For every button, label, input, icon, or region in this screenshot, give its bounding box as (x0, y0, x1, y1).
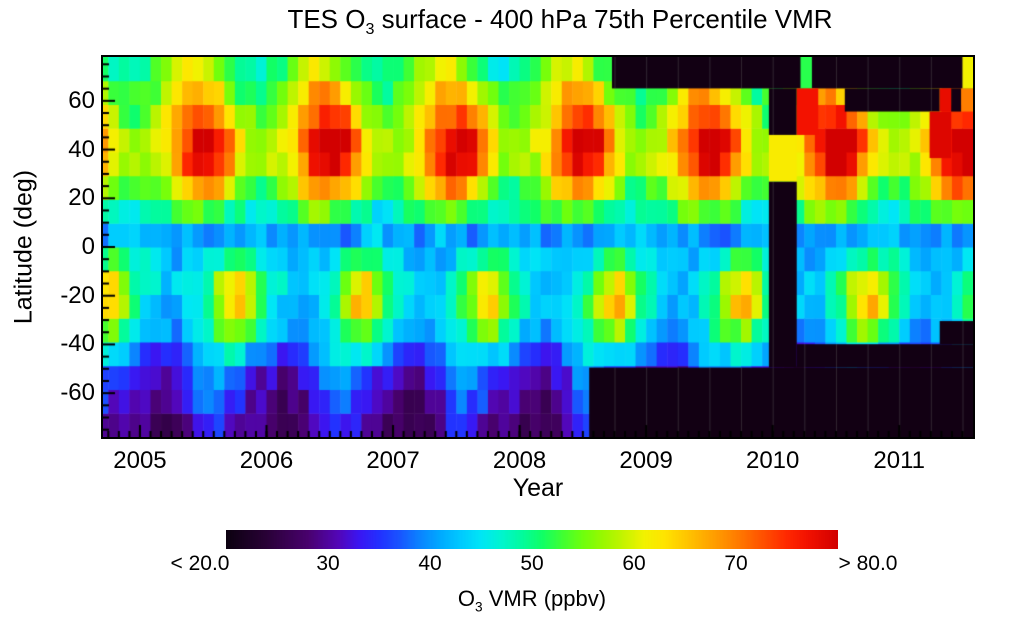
x-tick-label: 2005 (113, 447, 167, 474)
y-tick-label: -60 (60, 379, 95, 407)
chart-title-subscript: 3 (365, 20, 375, 39)
y-tick-label: -40 (60, 330, 95, 358)
y-tick-label: -20 (60, 281, 95, 309)
colorbar-title-subscript: 3 (475, 599, 483, 615)
colorbar-tick-label: < 20.0 (170, 552, 230, 575)
x-tick-label: 2006 (239, 447, 294, 474)
y-tick-label: 20 (68, 184, 95, 212)
colorbar-tick-label: 30 (316, 552, 340, 575)
chart-title-suffix: surface - 400 hPa 75th Percentile VMR (374, 4, 833, 34)
plot-frame (101, 55, 975, 439)
x-tick-label: 2009 (619, 447, 673, 474)
colorbar-tick-label: > 80.0 (838, 552, 898, 575)
x-tick-label: 2010 (745, 447, 800, 474)
colorbar-tick-label: 50 (520, 552, 544, 575)
x-axis-title: Year (512, 474, 564, 502)
heatmap-canvas (103, 57, 973, 437)
y-tick-label: 0 (81, 233, 95, 260)
x-tick-label: 2011 (873, 447, 926, 474)
x-tick-label: 2007 (366, 447, 420, 474)
y-tick-label: 60 (68, 86, 95, 114)
colorbar-title: O3 VMR (ppbv) (457, 586, 607, 615)
colorbar-tick-label: 70 (724, 552, 748, 575)
y-tick-label: 40 (68, 135, 95, 163)
chart-title: TES O3 surface - 400 hPa 75th Percentile… (90, 4, 1024, 39)
colorbar-tick-label: 60 (622, 552, 646, 575)
colorbar-tick-label: 40 (418, 552, 442, 575)
chart-title-text: TES O (287, 4, 366, 34)
colorbar-canvas (226, 530, 838, 549)
x-tick-label: 2008 (492, 447, 547, 474)
